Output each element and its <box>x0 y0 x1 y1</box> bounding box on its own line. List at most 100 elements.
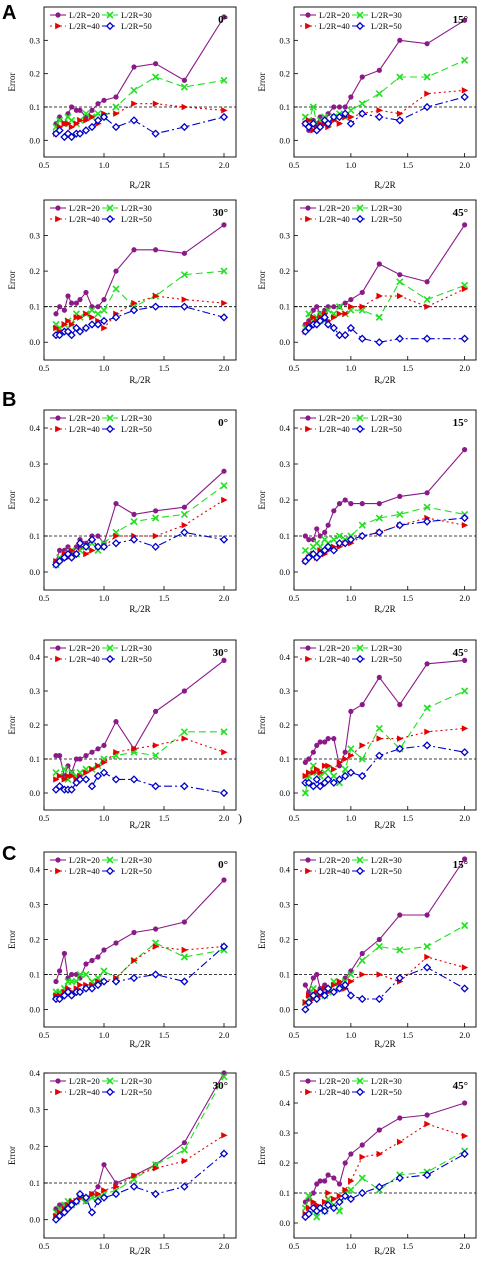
data-point <box>111 539 121 548</box>
data-point <box>75 1189 85 1199</box>
data-point <box>423 295 431 304</box>
data-point <box>151 302 160 311</box>
data-point <box>325 762 332 769</box>
data-point <box>324 119 333 128</box>
legend-label: L/2R=20 <box>69 10 100 20</box>
data-point <box>342 300 348 306</box>
data-point <box>348 978 355 985</box>
data-point <box>325 522 331 528</box>
chart-b-45: 0.5 1.0 1.5 2.0 0.0 0.1 0.2 0.3 0.4 Error Rₑ/2R L/2… <box>257 639 477 830</box>
data-point <box>221 496 228 504</box>
data-point <box>101 947 107 953</box>
data-point <box>101 296 107 303</box>
data-point <box>348 94 354 100</box>
series-line-4 <box>305 744 465 788</box>
data-point <box>221 222 227 228</box>
x-tick-label: 1.5 <box>402 363 413 373</box>
data-point <box>57 753 63 759</box>
legend-marker <box>305 415 311 421</box>
data-point <box>346 119 355 128</box>
y-axis-label: Error <box>257 271 267 290</box>
data-point <box>111 122 121 132</box>
data-point <box>113 749 120 756</box>
legend: L/2R=20 L/2R=30 L/2R=40 L/2R=50 <box>300 1076 402 1097</box>
y-tick-label: 0.4 <box>279 1098 290 1108</box>
y-tick-label: 0.0 <box>279 337 290 347</box>
data-point <box>424 661 430 667</box>
data-point <box>331 508 337 514</box>
legend-label: L/2R=30 <box>121 643 152 653</box>
stray-parenthesis: ) <box>238 811 242 825</box>
data-point <box>424 728 431 735</box>
data-point <box>322 529 328 536</box>
data-point <box>423 503 431 511</box>
x-axis-label: Rₑ/2R <box>129 1039 150 1049</box>
y-tick-label: 0.2 <box>29 720 40 730</box>
data-point <box>396 735 404 742</box>
data-point <box>397 702 403 708</box>
legend-label: L/2R=20 <box>319 10 350 20</box>
data-point <box>316 987 325 997</box>
data-point <box>55 126 64 135</box>
data-point <box>101 759 108 766</box>
data-point <box>375 514 383 522</box>
data-point <box>422 517 432 526</box>
data-point <box>219 313 229 322</box>
chart-a-0: 0.5 1.0 1.5 2.0 0.0 0.1 0.2 0.3 Error Rₑ/2R L/2R=2… <box>7 6 237 190</box>
legend-label: L/2R=40 <box>319 866 350 876</box>
data-point <box>131 100 138 107</box>
legend-label: L/2R=30 <box>371 855 402 865</box>
legend-label: L/2R=20 <box>319 855 350 865</box>
data-point <box>342 104 348 110</box>
data-point <box>221 749 228 756</box>
data-point <box>375 942 383 951</box>
data-point <box>424 90 431 97</box>
legend-marker <box>355 654 365 664</box>
data-point <box>61 950 67 957</box>
legend-marker <box>55 1088 62 1096</box>
data-point <box>152 73 160 81</box>
data-point <box>347 1186 355 1194</box>
x-axis-label: Rₑ/2R <box>374 820 395 830</box>
x-tick-label: 1.0 <box>346 593 357 603</box>
y-tick-label: 0.1 <box>29 531 40 541</box>
data-point <box>131 929 137 936</box>
data-point <box>324 1200 333 1210</box>
data-point <box>397 912 403 918</box>
legend-marker <box>356 644 364 652</box>
data-point <box>53 324 60 332</box>
legend-label: L/2R=20 <box>319 413 350 423</box>
legend-marker <box>305 857 311 863</box>
y-tick-label: 0.0 <box>279 567 290 577</box>
data-point <box>87 535 97 544</box>
y-tick-label: 0.3 <box>29 35 40 45</box>
data-point <box>346 1194 355 1204</box>
legend-marker <box>55 655 62 663</box>
legend-label: L/2R=50 <box>121 654 152 664</box>
data-point <box>424 1120 431 1128</box>
x-tick-label: 1.5 <box>159 1241 170 1251</box>
x-tick-label: 0.5 <box>39 1030 50 1040</box>
data-point <box>359 971 366 978</box>
y-axis-label: Error <box>7 491 17 510</box>
data-point <box>341 109 350 118</box>
data-point <box>397 37 403 43</box>
data-point <box>99 977 109 986</box>
legend-label: L/2R=20 <box>69 1076 100 1086</box>
legend-marker <box>356 204 364 212</box>
legend-label: L/2R=40 <box>319 424 350 434</box>
legend-marker <box>105 424 115 434</box>
y-tick-label: 0.1 <box>279 531 290 541</box>
data-point <box>342 1186 349 1194</box>
data-point <box>376 67 382 73</box>
chart-b-15: 0.5 1.0 1.5 2.0 0.0 0.1 0.2 0.3 0.4 Error Rₑ/2R L/2… <box>257 409 477 614</box>
data-point <box>335 775 344 784</box>
x-tick-label: 1.0 <box>99 1030 110 1040</box>
data-point <box>424 41 430 47</box>
data-point <box>129 535 139 544</box>
x-tick-label: 1.5 <box>159 363 170 373</box>
data-point <box>73 300 79 306</box>
data-point <box>101 1187 108 1194</box>
data-point <box>317 1178 323 1184</box>
